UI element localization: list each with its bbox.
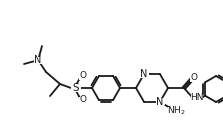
Text: HN: HN xyxy=(190,94,204,103)
FancyBboxPatch shape xyxy=(79,72,87,79)
FancyBboxPatch shape xyxy=(79,96,87,104)
FancyBboxPatch shape xyxy=(168,107,184,115)
Text: N: N xyxy=(140,69,148,79)
Text: N: N xyxy=(156,97,164,107)
Text: S: S xyxy=(73,83,79,93)
Text: N: N xyxy=(34,55,42,65)
FancyBboxPatch shape xyxy=(190,75,198,82)
Text: O: O xyxy=(190,74,198,83)
FancyBboxPatch shape xyxy=(155,98,165,105)
Text: O: O xyxy=(80,71,87,80)
Text: O: O xyxy=(80,95,87,104)
FancyBboxPatch shape xyxy=(33,56,43,63)
FancyBboxPatch shape xyxy=(71,84,81,92)
FancyBboxPatch shape xyxy=(140,71,149,78)
Text: NH$_2$: NH$_2$ xyxy=(167,105,185,117)
FancyBboxPatch shape xyxy=(191,95,203,102)
